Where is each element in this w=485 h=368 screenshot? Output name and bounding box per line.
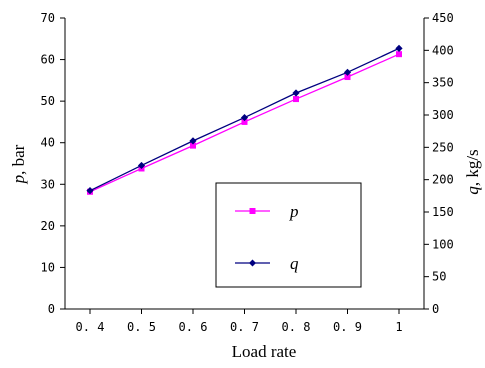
y-left-tick-label: 10 bbox=[41, 260, 55, 274]
data-point-q bbox=[292, 89, 300, 97]
y-right-var: q bbox=[463, 186, 482, 195]
y-left-tick-label: 30 bbox=[41, 177, 55, 191]
x-axis-label: Load rate bbox=[232, 342, 297, 361]
y-left-unit: , bar bbox=[9, 144, 28, 175]
ticks: 0 10 20 30 40 50 60 70 0 50 100 150 200 250 300 350 400 4… bbox=[41, 11, 454, 334]
series bbox=[86, 44, 403, 195]
legend-label-q: q bbox=[290, 254, 299, 273]
y-left-tick-label: 50 bbox=[41, 94, 55, 108]
legend-label-p: p bbox=[289, 202, 299, 221]
y-right-tick-label: 400 bbox=[432, 43, 454, 57]
y-right-tick-label: 200 bbox=[432, 173, 454, 187]
y-left-tick-label: 70 bbox=[41, 11, 55, 25]
data-point-q bbox=[86, 187, 94, 195]
legend: p q bbox=[215, 182, 362, 288]
y-right-unit: , kg/s bbox=[463, 149, 482, 186]
x-tick-label: 0. 4 bbox=[76, 320, 105, 334]
data-point-p bbox=[396, 51, 402, 58]
x-tick-label: 0. 8 bbox=[282, 320, 311, 334]
x-tick-label: 0. 7 bbox=[230, 320, 259, 334]
y-axis-label-left: p, bar bbox=[9, 144, 28, 184]
legend-marker-q bbox=[249, 259, 256, 267]
y-right-tick-label: 150 bbox=[432, 205, 454, 219]
data-point-q bbox=[240, 113, 249, 122]
data-point-q bbox=[395, 44, 403, 52]
x-tick-label: 0. 5 bbox=[127, 320, 156, 334]
data-point-p bbox=[241, 118, 248, 125]
y-axis-label-right: q, kg/s bbox=[463, 149, 482, 194]
x-tick-label: 0. 6 bbox=[179, 320, 208, 334]
data-point-q bbox=[137, 161, 146, 170]
y-left-tick-label: 40 bbox=[41, 136, 55, 150]
y-left-var: p bbox=[9, 175, 28, 185]
data-point-q bbox=[343, 68, 352, 76]
y-right-tick-label: 250 bbox=[432, 140, 454, 154]
legend-box bbox=[215, 182, 362, 288]
y-right-tick-label: 350 bbox=[432, 76, 454, 90]
x-tick-label: 1 bbox=[395, 320, 402, 334]
y-right-tick-label: 450 bbox=[432, 11, 454, 25]
x-tick-label: 0. 9 bbox=[333, 320, 362, 334]
legend-marker-p bbox=[249, 208, 256, 214]
data-point-q bbox=[189, 137, 197, 145]
y-left-tick-label: 60 bbox=[41, 53, 55, 67]
y-right-tick-label: 0 bbox=[432, 302, 439, 316]
y-left-tick-label: 0 bbox=[48, 302, 55, 316]
data-point-p bbox=[344, 74, 351, 81]
data-point-p bbox=[190, 142, 196, 149]
data-point-p bbox=[293, 96, 299, 103]
y-right-tick-label: 300 bbox=[432, 108, 454, 122]
y-left-tick-label: 20 bbox=[41, 219, 55, 233]
y-right-tick-label: 100 bbox=[432, 237, 454, 251]
y-right-tick-label: 50 bbox=[432, 270, 446, 284]
